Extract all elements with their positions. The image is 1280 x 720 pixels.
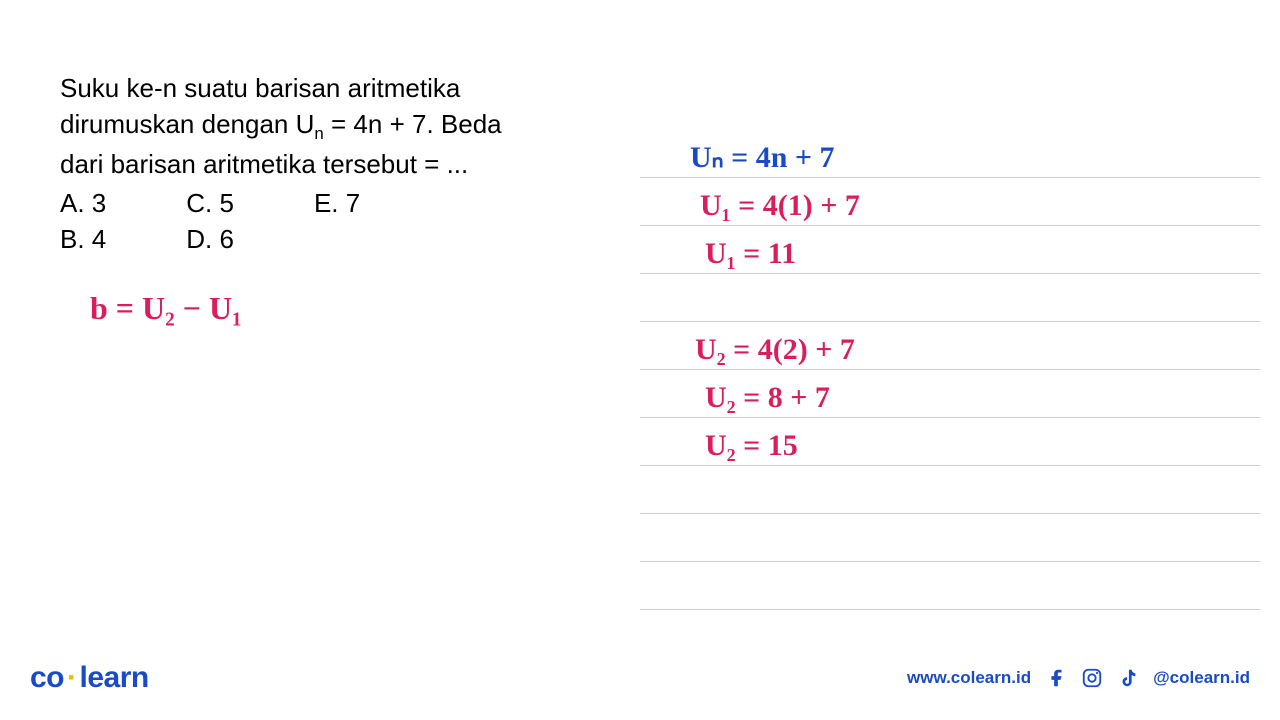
ruled-line: U₂ = 8 + 7 [640, 370, 1260, 418]
work-u2a: U₂ = 4(2) + 7 [695, 333, 855, 367]
work-u2b: U₂ = 8 + 7 [705, 381, 830, 415]
ruled-line: Uₙ = 4n + 7 [640, 130, 1260, 178]
logo: co·learn [30, 661, 149, 695]
question-block: Suku ke-n suatu barisan aritmetika dirum… [60, 70, 580, 257]
ruled-line: U₂ = 4(2) + 7 [640, 322, 1260, 370]
footer-handle: @colearn.id [1153, 668, 1250, 688]
work-area: Uₙ = 4n + 7 U₁ = 4(1) + 7 U₁ = 11 U₂ = 4… [640, 130, 1260, 610]
ruled-line: U₂ = 15 [640, 418, 1260, 466]
ruled-line [640, 274, 1260, 322]
q-line2-pre: dirumuskan dengan U [60, 109, 314, 139]
option-a: A. 3 [60, 185, 106, 221]
option-b: B. 4 [60, 221, 106, 257]
ruled-line [640, 466, 1260, 514]
logo-dot: · [67, 661, 77, 694]
options-row-2: B. 4 D. 6 [60, 221, 580, 257]
handwritten-formula-b: b = U₂ − U₁ [90, 290, 242, 327]
logo-co: co [30, 661, 64, 694]
ruled-line: U₁ = 11 [640, 226, 1260, 274]
work-u1a: U₁ = 4(1) + 7 [700, 189, 860, 223]
option-d: D. 6 [186, 221, 234, 257]
work-u1b: U₁ = 11 [705, 237, 796, 271]
question-line1: Suku ke-n suatu barisan aritmetika [60, 70, 580, 106]
instagram-icon [1081, 667, 1103, 689]
question-line3: dari barisan aritmetika tersebut = ... [60, 146, 580, 182]
option-e: E. 7 [314, 185, 360, 221]
q-line2-post: = 4n + 7. Beda [324, 109, 502, 139]
work-un: Uₙ = 4n + 7 [690, 140, 835, 175]
q-line2-sub: n [314, 125, 323, 144]
work-u2c: U₂ = 15 [705, 429, 798, 463]
ruled-line [640, 562, 1260, 610]
tiktok-icon [1117, 667, 1139, 689]
question-line2: dirumuskan dengan Un = 4n + 7. Beda [60, 106, 580, 146]
ruled-line [640, 514, 1260, 562]
footer-url: www.colearn.id [907, 668, 1031, 688]
logo-learn: learn [80, 661, 149, 694]
facebook-icon [1045, 667, 1067, 689]
options-row-1: A. 3 C. 5 E. 7 [60, 185, 580, 221]
ruled-line: U₁ = 4(1) + 7 [640, 178, 1260, 226]
footer-right: www.colearn.id @colearn.id [907, 667, 1250, 689]
footer: co·learn www.colearn.id @colearn.id [0, 661, 1280, 695]
option-c: C. 5 [186, 185, 234, 221]
